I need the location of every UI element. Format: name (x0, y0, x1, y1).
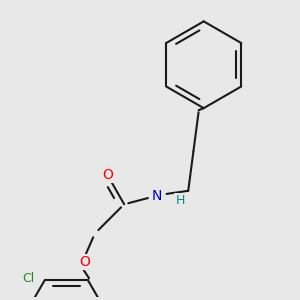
Text: N: N (152, 189, 162, 203)
Text: Cl: Cl (22, 272, 34, 285)
Text: H: H (175, 194, 184, 207)
Text: O: O (80, 255, 90, 269)
Text: O: O (102, 168, 113, 182)
